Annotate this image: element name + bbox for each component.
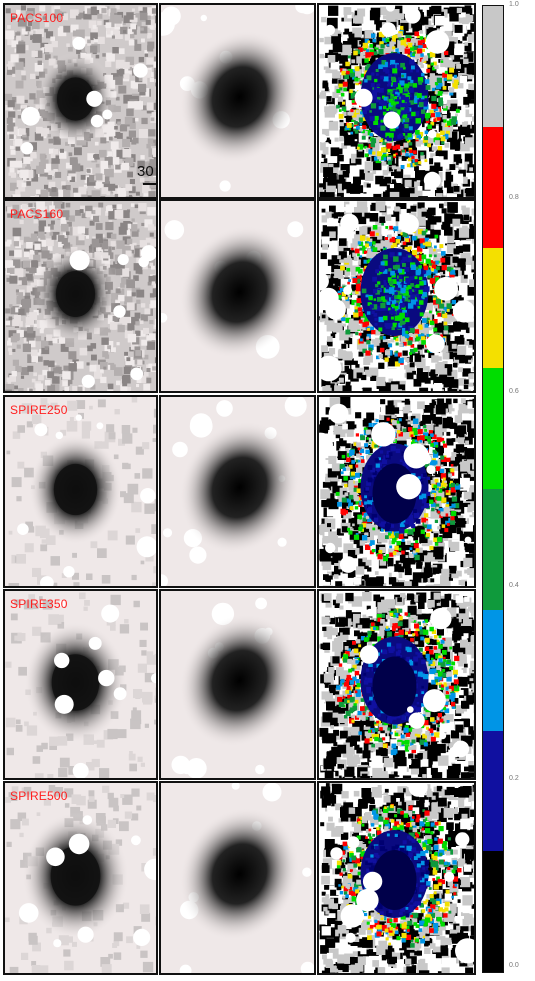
residual-map-spire500 — [317, 781, 476, 975]
colorbar-segment — [483, 126, 503, 248]
colorbar-segment — [483, 851, 503, 972]
residual-map-spire250 — [317, 395, 476, 588]
band-label: PACS160 — [10, 207, 64, 221]
model-image-pacs100 — [159, 3, 316, 199]
band-label: PACS100 — [10, 11, 64, 25]
colorbar — [482, 5, 504, 973]
model-image-spire250 — [159, 395, 316, 588]
residual-map-pacs100 — [317, 3, 476, 199]
colorbar-segment — [483, 247, 503, 369]
model-image-pacs160 — [159, 199, 316, 393]
observed-image-spire500: SPIRE500 — [3, 781, 158, 975]
observed-image-pacs100: PACS100 30 — [3, 3, 158, 199]
colorbar-segment — [483, 368, 503, 489]
residual-map-pacs160 — [317, 199, 476, 393]
colorbar-tick-label: 1.0 — [509, 1, 519, 8]
band-label: SPIRE250 — [10, 403, 68, 417]
band-label: SPIRE350 — [10, 597, 68, 611]
colorbar-segment — [483, 6, 503, 127]
colorbar-tick-label: 0.6 — [509, 388, 519, 395]
observed-image-spire350: SPIRE350 — [3, 589, 158, 780]
colorbar-tick-label: 0.0 — [509, 962, 519, 969]
model-image-spire350 — [159, 589, 316, 780]
image-grid: PACS100 30 PACS160 SPIRE250 SPIRE350 SPIRE500 — [3, 3, 476, 975]
observed-image-pacs160: PACS160 — [3, 199, 158, 393]
observed-image-spire250: SPIRE250 — [3, 395, 158, 588]
colorbar-tick-label: 0.8 — [509, 194, 519, 201]
colorbar-tick-label: 0.2 — [509, 775, 519, 782]
colorbar-segment — [483, 489, 503, 610]
colorbar-tick-label: 0.4 — [509, 582, 519, 589]
band-label: SPIRE500 — [10, 789, 68, 803]
model-image-spire500 — [159, 781, 316, 975]
scale-label: 30 — [137, 163, 154, 180]
scale-bar — [143, 183, 156, 185]
residual-map-spire350 — [317, 589, 476, 780]
colorbar-segment — [483, 730, 503, 852]
colorbar-segment — [483, 609, 503, 731]
